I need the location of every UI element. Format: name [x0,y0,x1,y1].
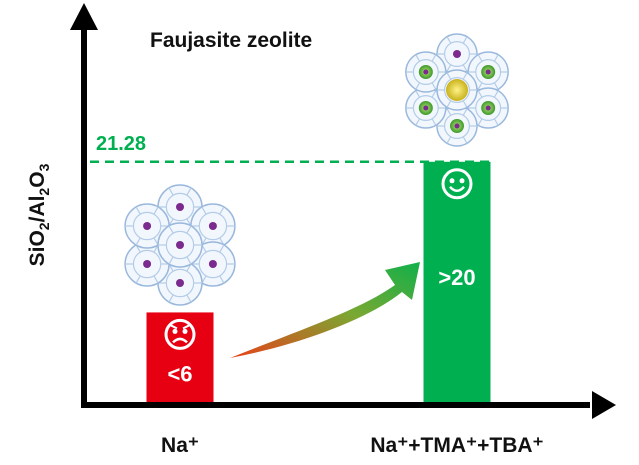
y-axis-arrowhead [70,3,98,30]
improvement-arrow [230,262,420,358]
zeolite-structure-na [124,184,236,306]
bar-1 [146,312,214,405]
sad-face-icon [164,318,196,350]
zeolite-structure-tma-tba [405,33,509,147]
happy-face-icon [441,168,473,200]
bar-label-1: <6 [167,361,192,386]
x-axis-arrowhead [592,391,616,419]
x-tick-label-na: Na⁺ [161,434,199,457]
reference-line-label: 21.28 [96,133,146,155]
bar-label-2: >20 [438,265,475,290]
y-axis-label: SiO2/Al2O3 [26,163,52,266]
chart-title: Faujasite zeolite [150,29,312,52]
x-tick-label-na-tma-tba: Na⁺+TMA⁺+TBA⁺ [370,434,543,457]
bar-2 [423,161,491,405]
